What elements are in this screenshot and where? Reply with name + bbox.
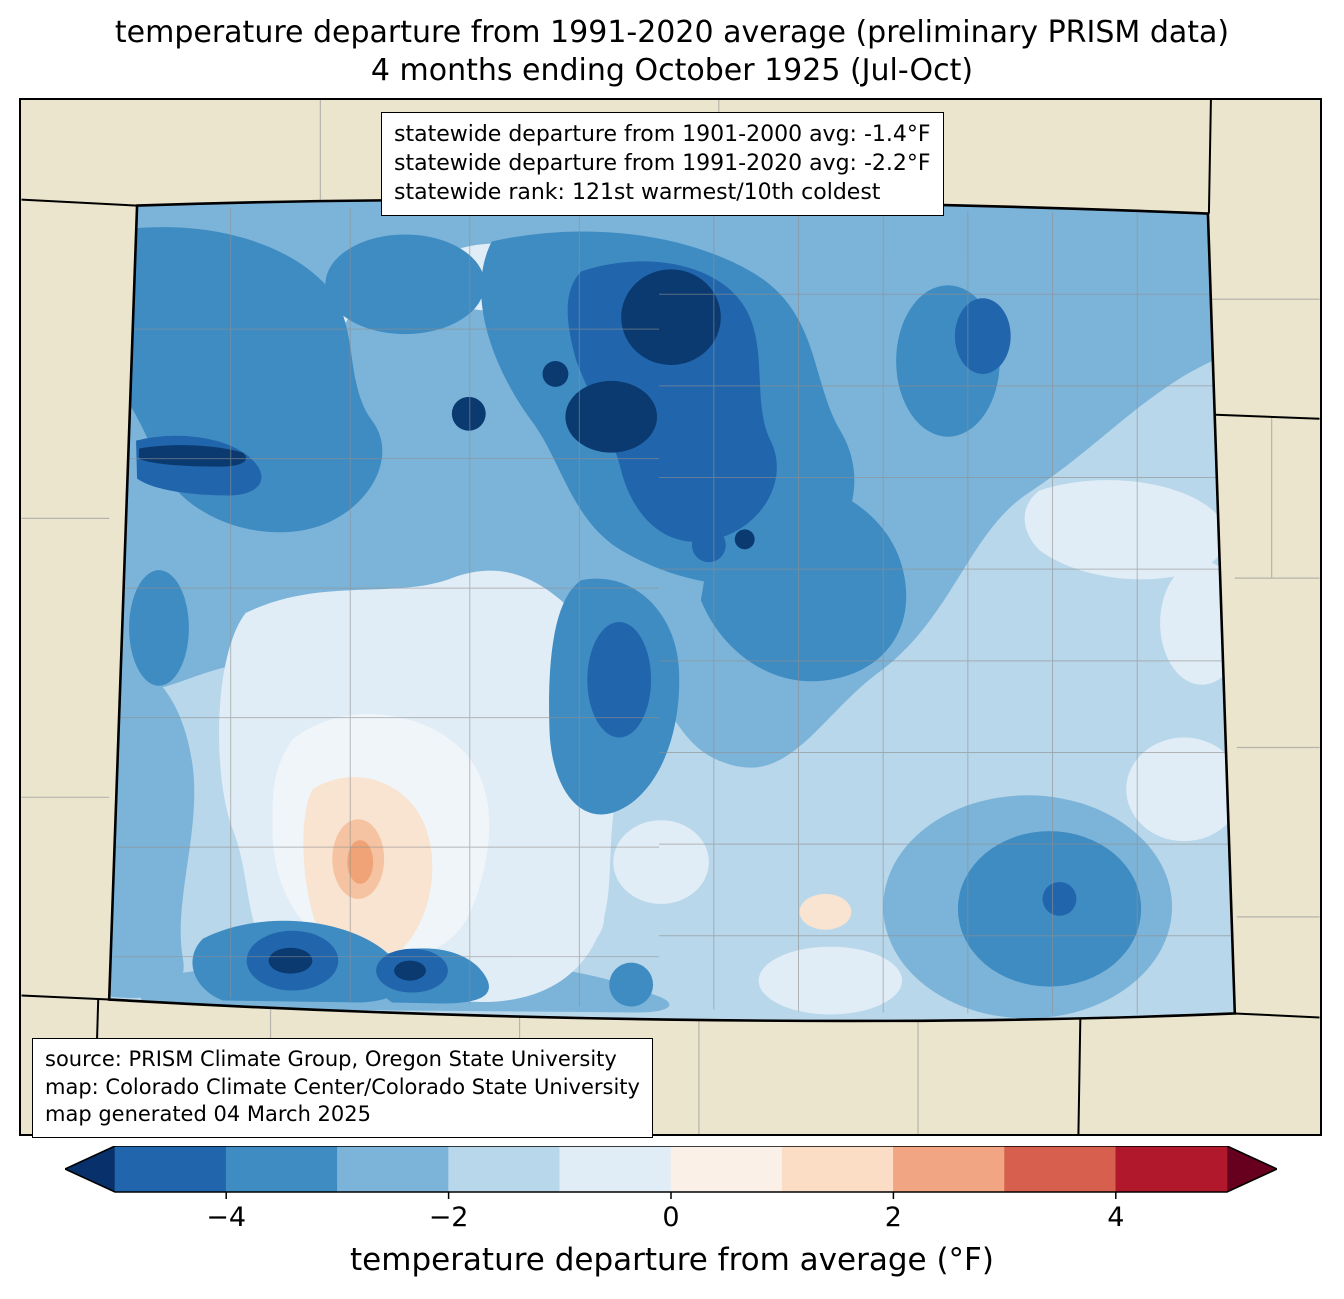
colorbar-segment [559, 1146, 672, 1192]
county-boundaries [109, 207, 1235, 1015]
source-line-2: map: Colorado Climate Center/Colorado St… [45, 1074, 640, 1099]
stats-line-1: statewide departure from 1901-2000 avg: … [394, 122, 931, 147]
figure-title: temperature departure from 1991-2020 ave… [0, 14, 1344, 89]
colorbar-tick-label: −2 [428, 1202, 469, 1233]
statewide-stats-box: statewide departure from 1901-2000 avg: … [381, 112, 944, 217]
colorbar [63, 1145, 1279, 1200]
colorbar-tick-label: 0 [662, 1202, 680, 1233]
source-line-1: source: PRISM Climate Group, Oregon Stat… [45, 1047, 617, 1071]
colorbar-tick-label: 2 [884, 1202, 902, 1233]
colorbar-tick-label: −4 [206, 1202, 247, 1233]
neighbor-state-borders [21, 100, 1320, 1134]
colorbar-right-arrow [1227, 1146, 1277, 1192]
colorbar-segment [225, 1146, 338, 1192]
colorbar-axis-label: temperature departure from average (°F) [350, 1242, 994, 1278]
colorbar-segment [893, 1146, 1005, 1192]
colorbar-svg [63, 1145, 1279, 1199]
colorbar-segment [1004, 1146, 1117, 1192]
colorbar-segment [448, 1146, 561, 1192]
stats-line-3: statewide rank: 121st warmest/10th colde… [394, 180, 881, 206]
map-fill-layers [109, 199, 1235, 1021]
colorbar-segment [781, 1146, 894, 1192]
colorbar-tick-labels: −4 −2 0 2 4 [0, 1202, 1344, 1236]
colorado-temperature-map [21, 100, 1320, 1134]
stats-line-2: statewide departure from 1991-2020 avg: … [394, 151, 931, 177]
colorbar-left-arrow [65, 1146, 115, 1192]
source-line-3: map generated 04 March 2025 [45, 1102, 372, 1127]
colorbar-segment [114, 1146, 227, 1192]
colorbar-segment [670, 1146, 783, 1192]
source-box: source: PRISM Climate Group, Oregon Stat… [32, 1038, 653, 1139]
colorbar-tick-label: 4 [1107, 1202, 1125, 1233]
colorbar-segment [337, 1146, 449, 1192]
colorbar-segment [1115, 1146, 1228, 1192]
title-line-1: temperature departure from 1991-2020 ave… [114, 15, 1230, 50]
map-frame: statewide departure from 1901-2000 avg: … [19, 98, 1322, 1139]
title-line-2: 4 months ending October 1925 (Jul-Oct) [370, 52, 974, 88]
